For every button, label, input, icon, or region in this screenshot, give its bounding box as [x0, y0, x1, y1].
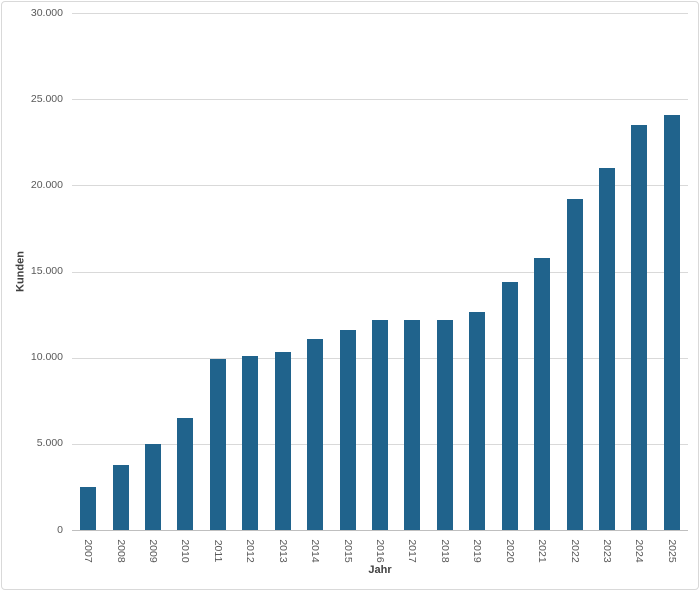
x-tick-label: 2023 [600, 539, 613, 563]
bar-2007 [80, 486, 97, 530]
gridline [72, 13, 688, 14]
bar-2013 [274, 352, 291, 530]
bar-2014 [307, 338, 324, 530]
bar-2010 [177, 417, 194, 530]
bar-2012 [242, 355, 259, 530]
x-tick-label: 2022 [568, 539, 581, 563]
bar-2025 [663, 114, 680, 530]
x-tick-label: 2008 [114, 539, 127, 563]
x-tick-label: 2011 [211, 539, 224, 563]
x-tick-label: 2016 [374, 539, 386, 563]
y-tick-label: 5.000 [36, 437, 63, 450]
x-tick-label: 2007 [82, 539, 95, 563]
bar-2008 [112, 464, 129, 530]
x-tick-label: 2019 [471, 539, 484, 563]
bar-2015 [339, 330, 356, 530]
bar-2016 [372, 319, 388, 530]
x-tick-label: 2013 [276, 539, 289, 563]
x-tick-label: 2025 [665, 539, 678, 563]
x-tick-label: 2024 [633, 539, 646, 563]
gridline [72, 185, 688, 187]
bar-2023 [598, 168, 615, 530]
y-tick-label: 10.000 [30, 351, 63, 364]
bar-2017 [404, 319, 421, 530]
x-tick-label: 2017 [406, 539, 419, 563]
y-tick-label: 0 [57, 523, 63, 536]
y-tick-label: 15.000 [30, 265, 63, 277]
gridline [72, 99, 688, 101]
x-tick-label: 2021 [536, 539, 549, 563]
x-axis-line [72, 530, 688, 531]
y-tick-label: 30.000 [30, 6, 63, 19]
x-tick-label: 2020 [503, 539, 516, 563]
bar-2009 [145, 443, 162, 530]
x-tick-label: 2018 [438, 539, 451, 563]
y-tick-label: 25.000 [30, 92, 63, 105]
bar-2011 [209, 359, 226, 530]
x-tick-label: 2014 [309, 539, 322, 563]
y-axis-title: Kunden [14, 251, 27, 292]
gridline [72, 271, 688, 273]
bar-2019 [469, 311, 486, 530]
bar-2024 [631, 125, 648, 530]
y-tick-label: 20.000 [30, 178, 63, 191]
bar-2021 [534, 257, 551, 530]
x-tick-label: 2012 [244, 539, 257, 563]
bar-2020 [501, 281, 518, 530]
x-tick-label: 2009 [147, 539, 160, 563]
x-axis-title: Jahr [368, 564, 392, 576]
x-tick-label: 2010 [179, 539, 192, 563]
bar-2022 [566, 199, 583, 530]
x-tick-label: 2015 [341, 539, 354, 563]
bar-2018 [436, 319, 453, 530]
